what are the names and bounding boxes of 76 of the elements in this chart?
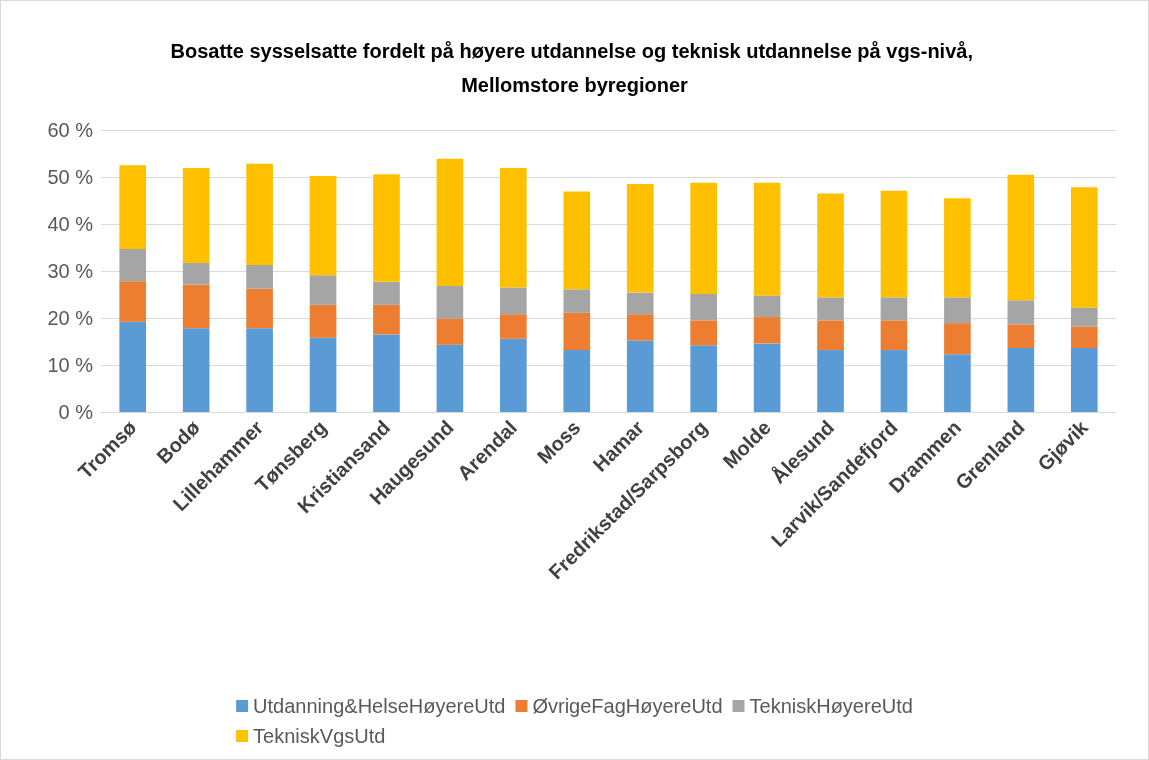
bar <box>500 338 527 412</box>
bar <box>373 281 400 305</box>
bar <box>817 297 844 321</box>
bar <box>1007 324 1035 349</box>
bar <box>626 314 654 341</box>
bar <box>500 168 527 288</box>
bar <box>944 198 971 298</box>
bar <box>182 328 210 412</box>
bar <box>690 320 717 346</box>
bar <box>119 281 147 322</box>
bar <box>436 158 464 287</box>
y-tick-label: 0 % <box>58 401 94 423</box>
chart-title: Bosatte sysselsatte fordelt på høyere utdannelse og teknisk utdannelse på vgs-nivå, Mellomstore byregioner <box>170 40 979 96</box>
bar <box>944 354 971 412</box>
bar <box>246 264 273 289</box>
bar <box>626 340 654 412</box>
bar <box>563 312 591 350</box>
bar <box>1007 300 1035 325</box>
bar <box>690 294 717 321</box>
y-tick-label: 50 % <box>47 166 94 188</box>
bar <box>1070 348 1098 412</box>
bar <box>817 349 844 412</box>
bar <box>246 328 273 412</box>
bar <box>817 193 844 298</box>
y-tick-label: 30 % <box>47 260 94 282</box>
bar <box>1070 326 1098 349</box>
y-tick-label: 20 % <box>47 307 94 329</box>
bar <box>500 314 527 339</box>
legend-label: TekniskHøyereUtd <box>749 695 913 717</box>
bar <box>626 184 654 293</box>
bar <box>373 334 400 412</box>
y-tick-label: 40 % <box>47 213 94 235</box>
bar <box>944 323 971 355</box>
bar <box>436 286 464 319</box>
bar <box>753 343 781 412</box>
bar <box>753 317 781 344</box>
bar <box>626 292 654 315</box>
bar <box>182 284 210 329</box>
bar <box>753 295 781 318</box>
bar <box>1007 174 1035 301</box>
bar <box>1070 187 1098 308</box>
bar <box>119 165 147 249</box>
bar <box>246 288 273 329</box>
bar <box>119 321 147 412</box>
bar <box>500 287 527 315</box>
bar <box>563 191 591 290</box>
bar <box>309 275 337 305</box>
legend-label: ØvrigeFagHøyereUtd <box>532 695 723 717</box>
bar <box>563 349 591 412</box>
legend-label: TekniskVgsUtd <box>253 725 386 747</box>
bar <box>373 174 400 282</box>
bar <box>309 337 337 412</box>
bar <box>880 190 908 298</box>
bar <box>817 320 844 350</box>
bar <box>436 344 464 412</box>
bar <box>880 349 908 412</box>
bar <box>119 248 147 282</box>
y-tick-label: 60 % <box>47 119 94 141</box>
y-tick-label: 10 % <box>47 354 94 376</box>
bar <box>880 297 908 321</box>
bar <box>1007 348 1035 412</box>
bar <box>373 304 400 335</box>
bar <box>182 168 210 264</box>
bar <box>436 318 464 345</box>
bar <box>182 263 210 285</box>
bar <box>563 289 591 313</box>
bar <box>753 182 781 296</box>
bar <box>880 320 908 350</box>
bar <box>246 163 273 265</box>
bar <box>309 304 337 338</box>
bar <box>690 345 717 412</box>
legend-label: Utdanning&HelseHøyereUtd <box>253 695 506 717</box>
bar <box>944 297 971 324</box>
bar <box>309 176 337 276</box>
bar <box>690 182 717 295</box>
bar <box>1070 307 1098 327</box>
